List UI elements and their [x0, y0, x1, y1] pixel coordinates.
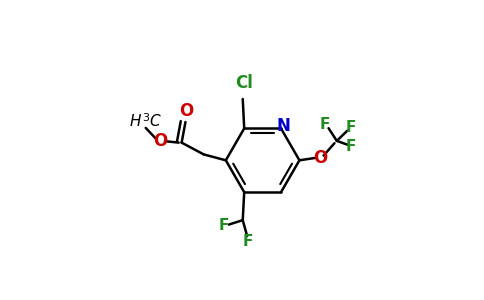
- Text: O: O: [179, 102, 193, 120]
- Text: F: F: [320, 117, 330, 132]
- Text: H: H: [130, 114, 141, 129]
- Text: F: F: [346, 139, 356, 154]
- Text: F: F: [243, 234, 253, 249]
- Text: C: C: [149, 114, 160, 129]
- Text: N: N: [276, 117, 290, 135]
- Text: O: O: [153, 132, 167, 150]
- Text: Cl: Cl: [235, 74, 253, 92]
- Text: F: F: [218, 218, 229, 233]
- Text: O: O: [313, 149, 327, 167]
- Text: F: F: [346, 120, 356, 135]
- Text: 3: 3: [142, 113, 149, 124]
